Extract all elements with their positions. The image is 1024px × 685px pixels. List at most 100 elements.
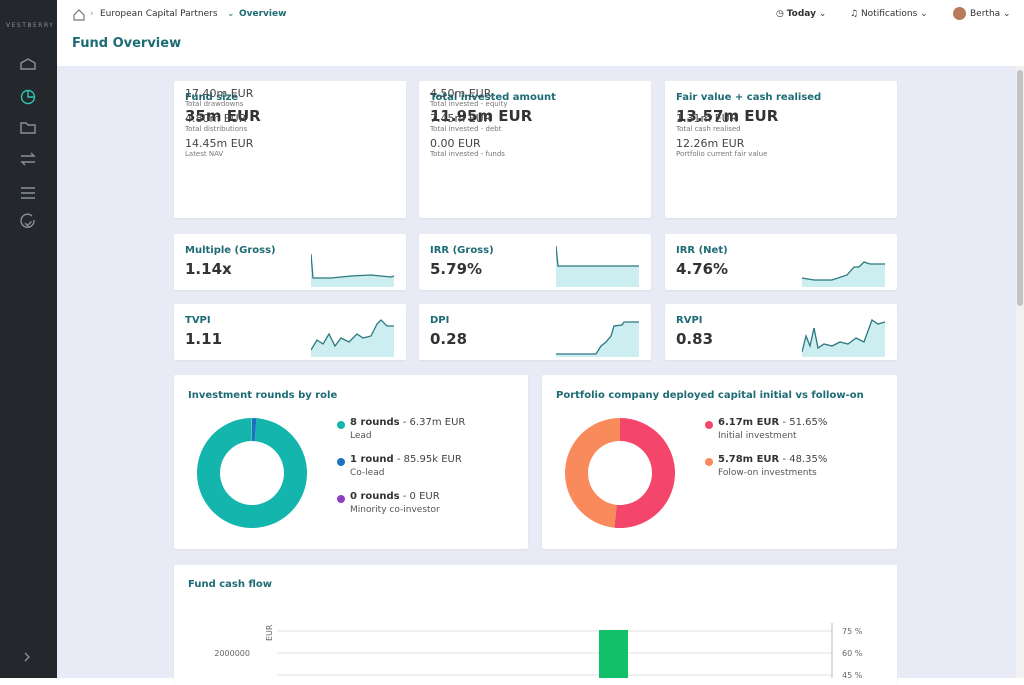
card-title: DPI bbox=[430, 315, 450, 326]
metric-card: DPI 0.28 bbox=[419, 304, 651, 360]
legend-dot bbox=[337, 421, 345, 429]
legend-role: Co-lead bbox=[350, 468, 385, 478]
cash-flow-card: Fund cash flow 2000000 EUR 75 % 60 % 45 % bbox=[174, 565, 897, 685]
y2-tick-label: 75 % bbox=[842, 627, 863, 636]
sparkline bbox=[311, 253, 395, 287]
legend-item: 5.78m EUR - 48.35% Folow-on investments bbox=[718, 454, 827, 478]
notifications[interactable]: ♫ Notifications ⌄ bbox=[850, 9, 928, 19]
card-title: IRR (Gross) bbox=[430, 245, 494, 256]
card-value: 5.79% bbox=[430, 260, 483, 278]
legend-item: 6.17m EUR - 51.65% Initial investment bbox=[718, 417, 827, 441]
avatar[interactable] bbox=[953, 7, 966, 20]
cash-flow-bar bbox=[599, 630, 628, 678]
home-icon[interactable] bbox=[72, 8, 86, 22]
metric-card: Multiple (Gross) 1.14x bbox=[174, 234, 406, 290]
card-title: Multiple (Gross) bbox=[185, 245, 276, 256]
donut bbox=[196, 418, 307, 528]
breadcrumb-caret: ⌄ bbox=[227, 9, 235, 19]
user-menu[interactable]: Bertha ⌄ bbox=[970, 9, 1011, 19]
scrollbar[interactable] bbox=[1016, 66, 1024, 678]
nav-folders[interactable] bbox=[20, 122, 36, 134]
nav-list[interactable] bbox=[21, 187, 35, 199]
sparkline bbox=[556, 245, 639, 287]
breadcrumb-page[interactable]: Overview bbox=[239, 9, 287, 19]
sparkline bbox=[802, 319, 886, 357]
legend-dot bbox=[705, 458, 713, 466]
nav-transfers[interactable] bbox=[20, 152, 36, 166]
legend-item: 8 rounds - 6.37m EUR Lead bbox=[350, 417, 465, 441]
item-label: Latest NAV bbox=[185, 150, 224, 158]
donut-card: Portfolio company deployed capital initi… bbox=[542, 375, 897, 549]
card-value: 11.95m EUR bbox=[430, 107, 533, 125]
card-title: RVPI bbox=[676, 315, 703, 326]
y2-tick-label: 45 % bbox=[842, 671, 863, 678]
legend-count: 6.17m EUR bbox=[718, 417, 780, 428]
legend-role: Initial investment bbox=[718, 431, 797, 441]
card-value: 35m EUR bbox=[185, 107, 261, 125]
y-axis-label: 2000000 bbox=[214, 649, 250, 658]
breadcrumb-separator: › bbox=[90, 9, 94, 19]
card-value: 1.11 bbox=[185, 330, 223, 348]
legend-count: 5.78m EUR bbox=[718, 454, 780, 465]
legend-count: 0 rounds bbox=[350, 491, 400, 502]
nav-expand[interactable] bbox=[24, 652, 30, 662]
legend-count: 1 round bbox=[350, 454, 394, 465]
donut bbox=[565, 418, 675, 528]
metric-card: TVPI 1.11 bbox=[174, 304, 406, 360]
sidebar: VESTBERRY bbox=[0, 0, 57, 678]
card-value: 13.57m EUR bbox=[676, 107, 779, 125]
legend-item: 0 rounds - 0 EUR Minority co-investor bbox=[350, 491, 440, 515]
content: Fund size 35m EUR 17.40m EUR Total drawdown… bbox=[57, 66, 1016, 685]
legend-role: Minority co-investor bbox=[350, 505, 440, 515]
legend-role: Folow-on investments bbox=[718, 468, 817, 478]
item-value: 4.80m EUR bbox=[185, 112, 247, 125]
card-title: Fund cash flow bbox=[188, 579, 272, 590]
item-label: Total invested - funds bbox=[430, 150, 505, 158]
breadcrumb-org[interactable]: European Capital Partners bbox=[100, 9, 218, 19]
donut-card: Investment rounds by role 8 rounds - 6.3… bbox=[174, 375, 528, 549]
nav-dashboard[interactable] bbox=[20, 58, 36, 70]
legend-dot bbox=[705, 421, 713, 429]
item-value: 14.45m EUR bbox=[185, 137, 254, 150]
summary-card: Fair value + cash realised 13.57m EUR 1.31… bbox=[665, 81, 897, 218]
legend-dot bbox=[337, 458, 345, 466]
nav-check[interactable] bbox=[20, 213, 35, 228]
summary-card: Fund size 35m EUR 17.40m EUR Total drawdown… bbox=[174, 81, 406, 218]
item-label: Total distributions bbox=[185, 125, 248, 133]
card-value: 0.28 bbox=[430, 330, 468, 348]
sparkline bbox=[802, 261, 885, 287]
nav-icons bbox=[20, 58, 36, 662]
page-title: Fund Overview bbox=[72, 36, 182, 51]
legend-detail: - 0 EUR bbox=[399, 491, 440, 502]
date-picker[interactable]: ◷ Today ⌄ bbox=[776, 9, 827, 19]
item-label: Portfolio current fair value bbox=[676, 150, 768, 158]
card-title: Fund size bbox=[185, 92, 239, 103]
item-value: 12.26m EUR bbox=[676, 137, 745, 150]
item-value: 7.45m EUR bbox=[430, 112, 492, 125]
legend-item: 1 round - 85.95k EUR Co-lead bbox=[350, 454, 462, 478]
card-title: Fair value + cash realised bbox=[676, 92, 822, 103]
card-title: Investment rounds by role bbox=[188, 390, 338, 401]
item-value: 1.31m EUR bbox=[676, 112, 738, 125]
nav-fund[interactable] bbox=[20, 89, 36, 105]
legend-detail: - 51.65% bbox=[779, 417, 828, 428]
metric-card: IRR (Net) 4.76% bbox=[665, 234, 897, 290]
sparkline bbox=[311, 319, 394, 357]
card-value: 4.76% bbox=[676, 260, 729, 278]
card-value: 0.83 bbox=[676, 330, 714, 348]
metric-card: IRR (Gross) 5.79% bbox=[419, 234, 651, 290]
item-value: 4.50m EUR bbox=[430, 87, 492, 100]
legend-role: Lead bbox=[350, 431, 372, 441]
notifications-label: Notifications bbox=[860, 9, 918, 19]
metric-card: RVPI 0.83 bbox=[665, 304, 897, 360]
user-name: Bertha bbox=[970, 9, 1001, 19]
card-title: Portfolio company deployed capital initi… bbox=[556, 390, 864, 401]
legend-dot bbox=[337, 495, 345, 503]
item-label: Total cash realised bbox=[676, 125, 741, 133]
sparkline bbox=[556, 321, 639, 357]
y-axis-unit: EUR bbox=[265, 624, 274, 641]
legend-count: 8 rounds bbox=[350, 417, 400, 428]
cash-flow-chart: 2000000 EUR 75 % 60 % 45 % bbox=[214, 623, 863, 678]
